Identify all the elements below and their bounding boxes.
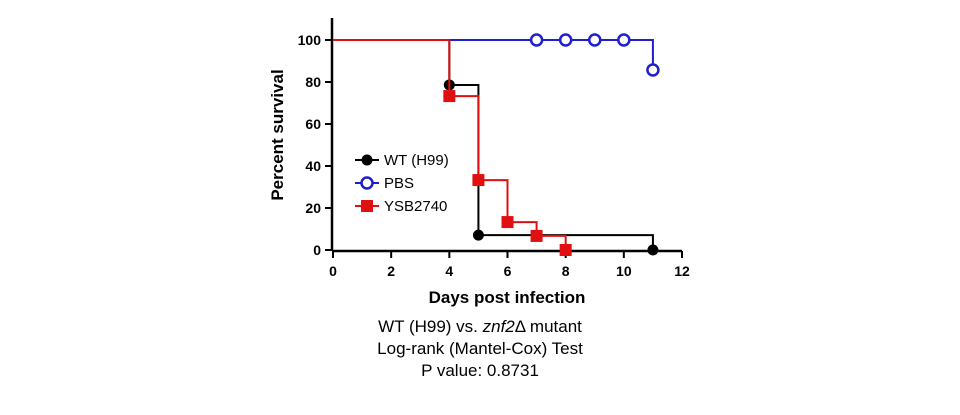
legend-label: WT (H99): [384, 152, 449, 169]
x-tick-label: 6: [504, 263, 512, 279]
legend-label: YSB2740: [384, 198, 447, 215]
caption: WT (H99) vs. znf2Δ mutant Log-rank (Mant…: [0, 316, 960, 382]
survival-line-pbs: [333, 39, 654, 71]
marker-wt-h99: [647, 244, 659, 256]
marker-pbs: [588, 33, 602, 47]
marker-ysb2740: [530, 229, 543, 242]
marker-ysb2740: [443, 90, 456, 103]
x-tick-label: 4: [445, 263, 453, 279]
marker-pbs: [558, 33, 573, 47]
y-tick-label: 40: [305, 158, 321, 174]
y-tick-label: 60: [305, 116, 321, 132]
caption-p-value: P value: 0.8731: [421, 361, 539, 380]
marker-wt-h99: [472, 229, 484, 241]
x-axis-title: Days post infection: [429, 288, 586, 307]
marker-ysb2740: [501, 216, 514, 229]
axes: 0 2 4 6 8 10 12 0 20 40 60 80 100: [298, 18, 690, 279]
legend-marker: [360, 176, 374, 190]
legend-label: PBS: [384, 175, 414, 192]
y-tick-label: 0: [313, 242, 321, 258]
x-tick-label: 8: [562, 263, 570, 279]
x-tick-label: 12: [674, 263, 690, 279]
y-tick-label: 100: [298, 32, 322, 48]
legend-marker: [361, 200, 373, 212]
caption-test-name: Log-rank (Mantel-Cox) Test: [377, 339, 583, 358]
caption-gene-name: znf2: [482, 317, 515, 336]
y-tick-label: 80: [305, 74, 321, 90]
survival-line-wt-h99: [333, 39, 654, 250]
legend: WT (H99) PBS YSB2740: [355, 152, 449, 215]
caption-comparison-suffix: Δ mutant: [514, 317, 582, 336]
legend-entry-ysb2740: YSB2740: [355, 198, 447, 215]
caption-line-1: WT (H99) vs. znf2Δ mutant: [0, 316, 960, 338]
series-wt-h99: [333, 39, 659, 256]
marker-pbs: [617, 33, 631, 47]
legend-marker: [361, 154, 373, 166]
legend-entry-wt-h99: WT (H99): [355, 152, 449, 169]
marker-pbs: [646, 63, 660, 77]
x-tick-label: 10: [616, 263, 632, 279]
survival-line-ysb2740: [333, 39, 567, 250]
y-axis-title: Percent survival: [268, 69, 287, 200]
marker-ysb2740: [472, 174, 485, 187]
y-tick-label: 20: [305, 200, 321, 216]
survival-chart: 0 2 4 6 8 10 12 0 20 40 60 80 100 WT (H99) PBS YSB2740…: [268, 18, 690, 307]
x-tick-label: 0: [329, 263, 337, 279]
legend-entry-pbs: PBS: [355, 175, 414, 192]
series-ysb2740: [333, 39, 572, 256]
caption-comparison-prefix: WT (H99) vs.: [378, 317, 483, 336]
x-tick-label: 2: [387, 263, 395, 279]
series-layer: [333, 33, 660, 256]
marker-pbs: [529, 33, 544, 47]
marker-ysb2740: [559, 244, 572, 256]
